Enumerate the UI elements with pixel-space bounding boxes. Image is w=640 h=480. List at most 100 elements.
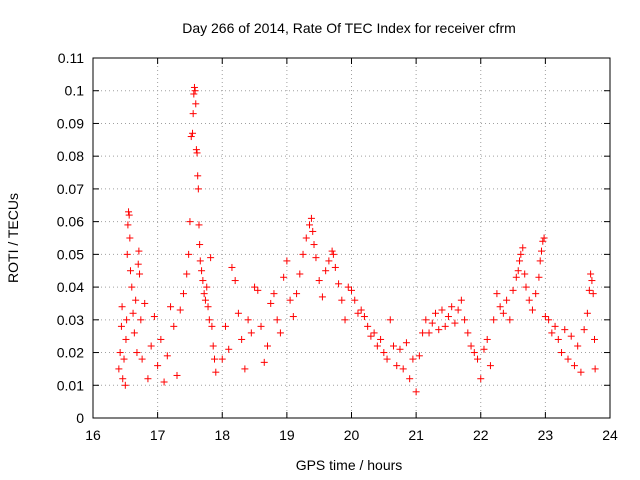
data-point	[377, 335, 385, 343]
data-point	[200, 290, 208, 298]
data-point	[499, 309, 507, 317]
data-point	[548, 329, 556, 337]
x-tick-label: 20	[344, 427, 360, 443]
y-axis-title: ROTI / TECUs	[5, 193, 21, 283]
data-point	[467, 342, 475, 350]
data-point	[179, 290, 187, 298]
data-point	[228, 263, 236, 271]
data-point	[425, 329, 433, 337]
data-point	[415, 352, 423, 360]
data-point	[190, 90, 198, 98]
data-point	[119, 375, 127, 383]
data-point	[477, 375, 485, 383]
data-point	[189, 129, 197, 137]
data-point	[163, 352, 171, 360]
data-point	[270, 290, 278, 298]
x-tick-label: 23	[538, 427, 554, 443]
data-point	[218, 355, 226, 363]
data-point	[125, 211, 133, 219]
data-point	[393, 362, 401, 370]
data-point	[115, 365, 123, 373]
data-point	[136, 270, 144, 278]
data-point	[451, 319, 459, 327]
data-point	[577, 368, 585, 376]
data-point	[583, 309, 591, 317]
data-point	[315, 277, 323, 285]
data-point	[380, 349, 388, 357]
data-point	[199, 277, 207, 285]
data-point	[157, 335, 165, 343]
data-point	[205, 316, 213, 324]
x-tick-label: 24	[602, 427, 618, 443]
data-point	[135, 247, 143, 255]
data-point	[444, 313, 452, 321]
data-point	[521, 270, 529, 278]
data-point	[519, 244, 527, 252]
data-point	[193, 149, 201, 157]
y-tick-label: 0.09	[57, 115, 84, 131]
data-point	[325, 257, 333, 265]
data-point	[480, 345, 488, 353]
data-point	[383, 355, 391, 363]
data-point	[207, 254, 215, 262]
data-point	[221, 322, 229, 330]
data-point	[187, 133, 195, 141]
data-point	[399, 365, 407, 373]
data-point	[154, 362, 162, 370]
data-point	[147, 342, 155, 350]
data-point	[587, 270, 595, 278]
data-point	[231, 277, 239, 285]
data-point	[409, 355, 417, 363]
data-point	[251, 283, 259, 291]
data-point	[512, 273, 520, 281]
y-tick-label: 0.08	[57, 148, 84, 164]
data-point	[260, 358, 268, 366]
data-point	[528, 306, 536, 314]
data-point	[386, 316, 394, 324]
data-point	[432, 309, 440, 317]
data-point	[490, 316, 498, 324]
data-point	[341, 316, 349, 324]
data-point	[540, 234, 548, 242]
x-tick-label: 22	[473, 427, 489, 443]
data-point	[522, 283, 530, 291]
data-point	[208, 322, 216, 330]
data-point	[128, 283, 136, 291]
data-point	[173, 371, 181, 379]
data-point	[203, 283, 211, 291]
data-point	[296, 270, 304, 278]
data-point	[532, 290, 540, 298]
data-point	[580, 326, 588, 334]
data-point	[225, 345, 233, 353]
data-point	[486, 362, 494, 370]
x-tick-label: 21	[408, 427, 424, 443]
data-point	[126, 267, 134, 275]
data-point	[195, 221, 203, 229]
data-point	[558, 349, 566, 357]
data-point	[541, 313, 549, 321]
data-point	[570, 362, 578, 370]
data-point	[190, 83, 198, 91]
data-point	[373, 342, 381, 350]
data-point	[302, 234, 310, 242]
data-point	[503, 296, 511, 304]
data-point	[390, 342, 398, 350]
data-point	[307, 214, 315, 222]
grid	[93, 58, 610, 418]
y-tick-label: 0.04	[57, 279, 84, 295]
data-point	[428, 319, 436, 327]
data-point	[196, 241, 204, 249]
data-point	[212, 368, 220, 376]
data-point	[276, 329, 284, 337]
chart-title: Day 266 of 2014, Rate Of TEC Index for r…	[182, 20, 516, 36]
data-points	[115, 83, 599, 396]
data-point	[312, 254, 320, 262]
x-tick-label: 16	[85, 427, 101, 443]
data-point	[305, 221, 313, 229]
data-point	[209, 342, 217, 350]
data-point	[280, 273, 288, 281]
data-point	[167, 303, 175, 311]
y-tick-label: 0.1	[65, 83, 85, 99]
data-point	[123, 316, 131, 324]
data-point	[457, 296, 465, 304]
